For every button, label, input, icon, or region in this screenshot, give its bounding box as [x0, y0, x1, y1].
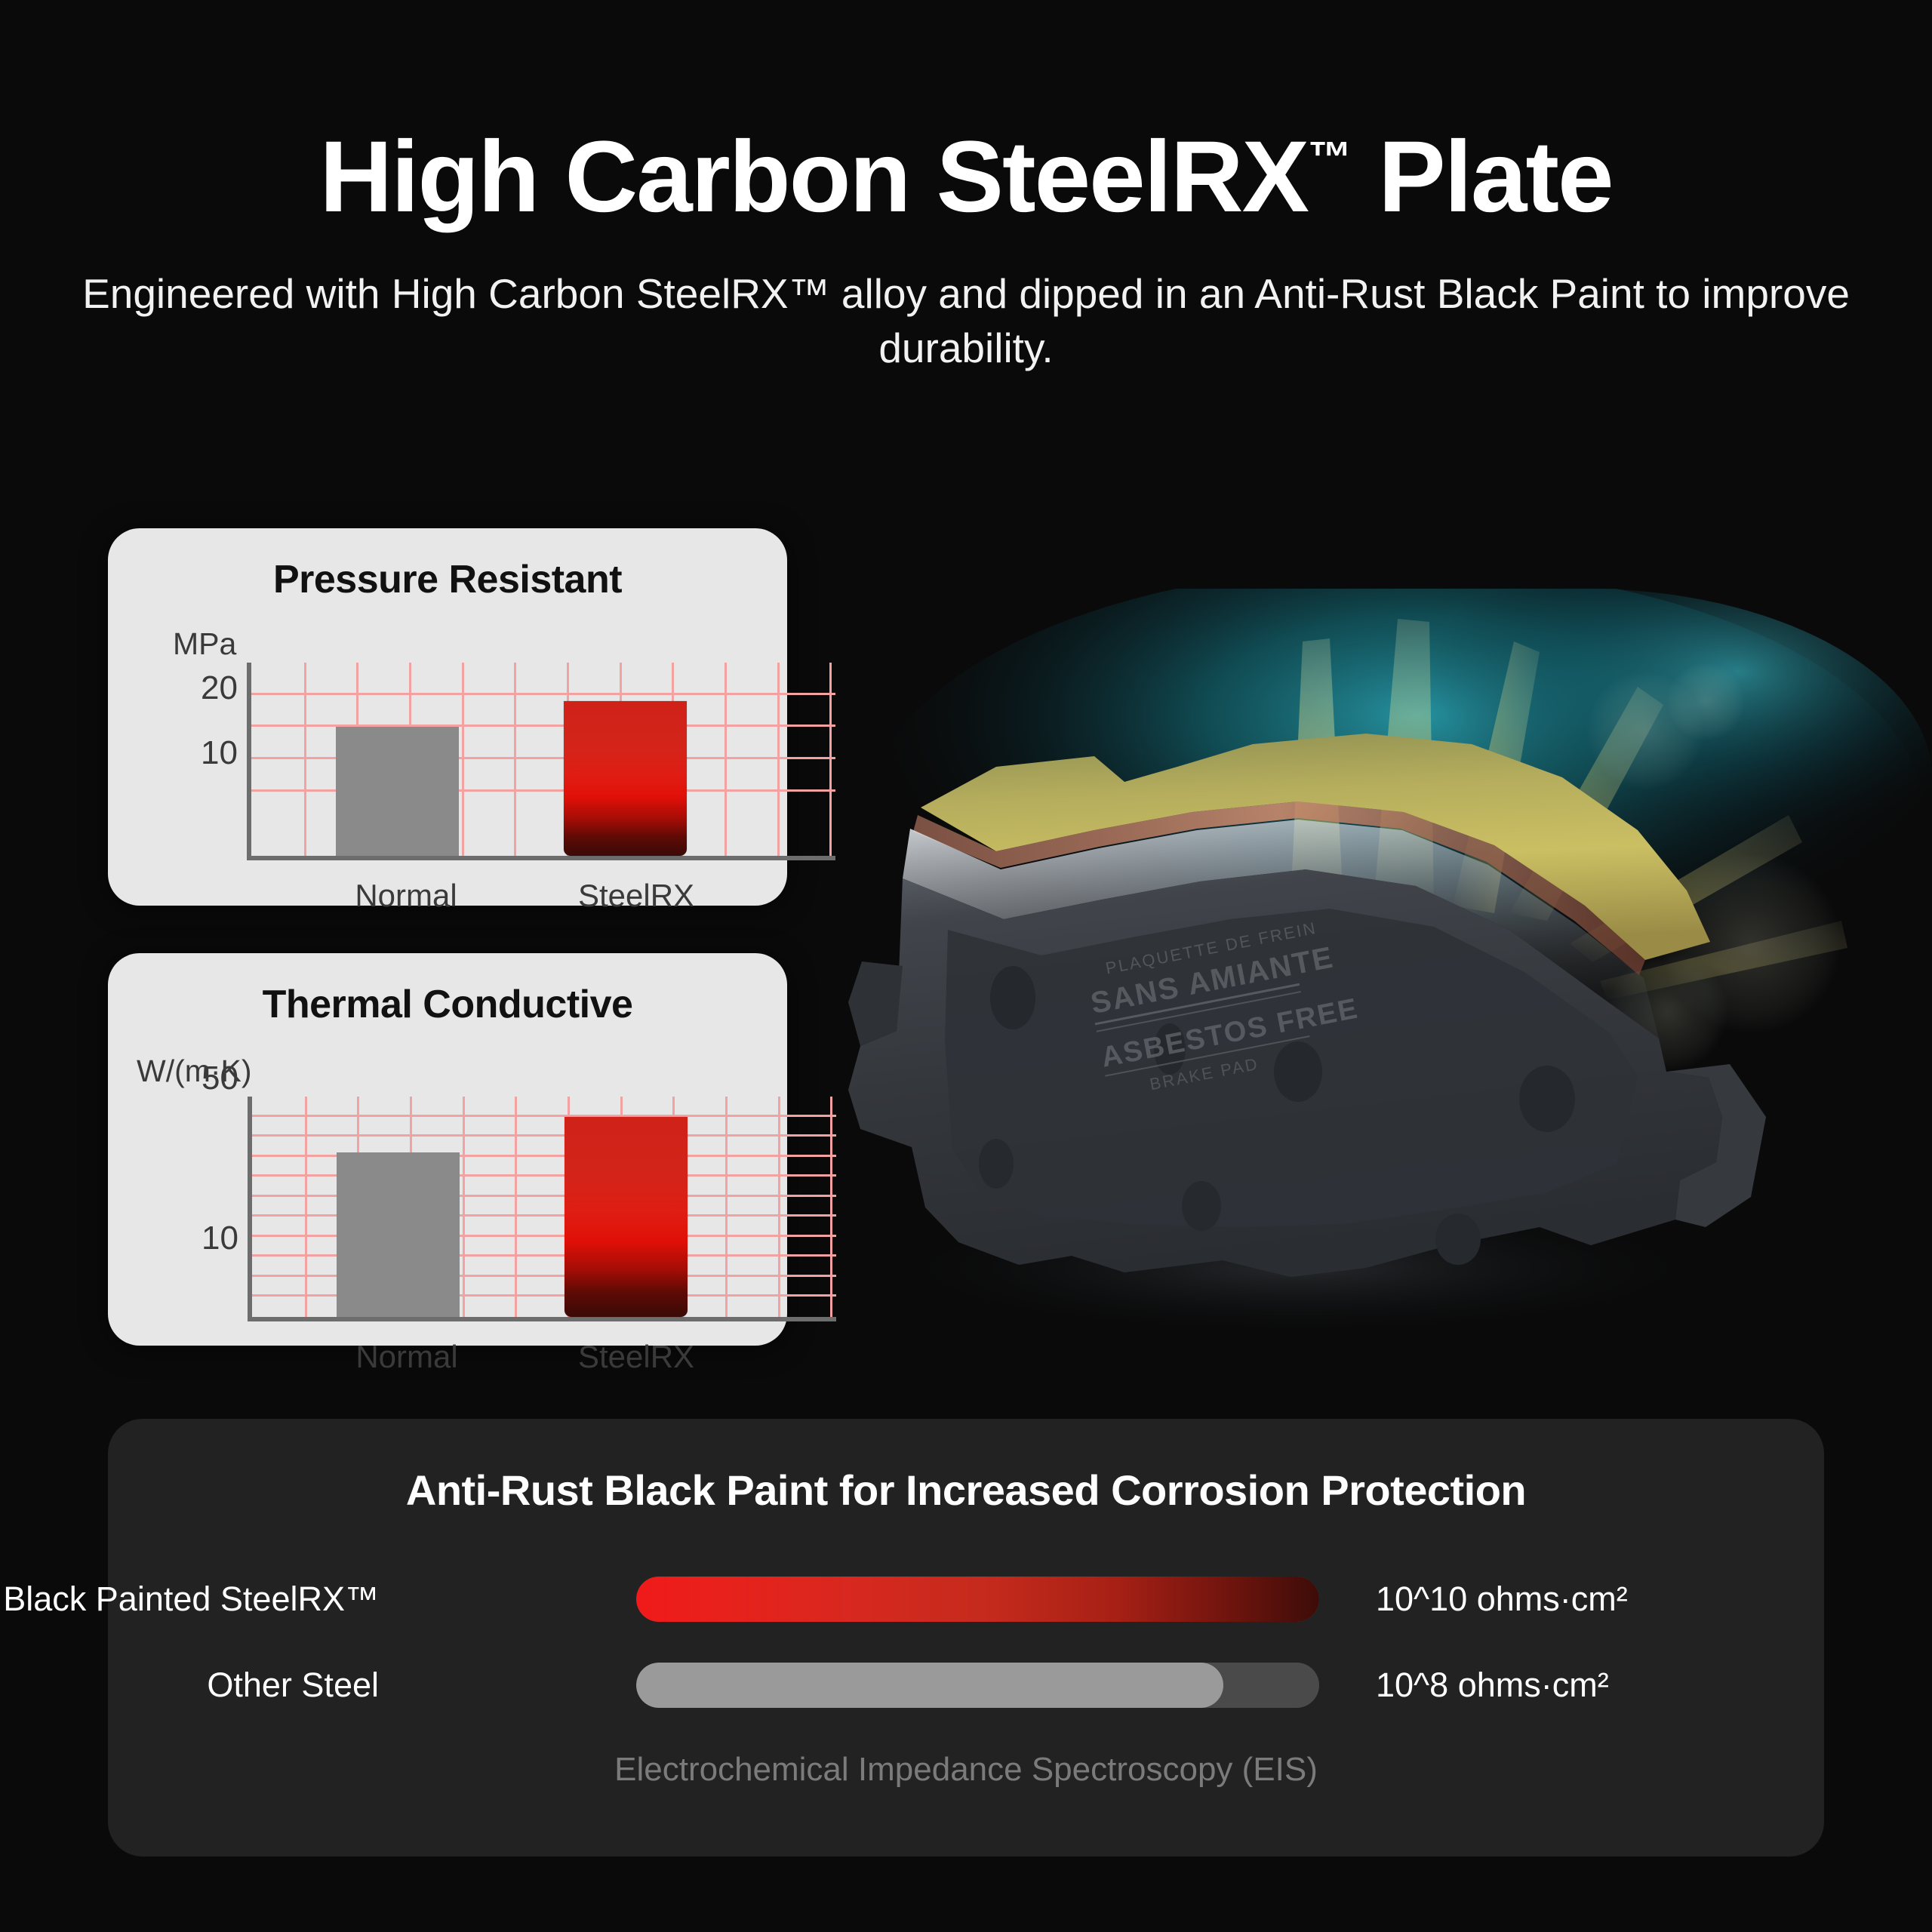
embossed-text: PLAQUETTE DE FREIN SANS AMIANTE ASBESTOS…: [1088, 918, 1361, 1094]
backing-plate-body: [848, 869, 1722, 1277]
plate-right-tab: [1666, 1064, 1766, 1227]
svg-text:ASBESTOS FREE: ASBESTOS FREE: [1099, 992, 1361, 1073]
chart-title: Thermal Conductive: [262, 983, 633, 1026]
page-title: High Carbon SteelRX™ Plate: [0, 127, 1932, 228]
product-shadow: [875, 1198, 1721, 1337]
bar-steelrx: [565, 1116, 688, 1317]
corrosion-row-value: 10^10 ohms·cm²: [1376, 1580, 1628, 1618]
y-axis-unit-label: W/(m·K): [137, 1054, 252, 1088]
mount-hole: [1435, 1214, 1481, 1265]
y-tick-label: 20: [201, 669, 238, 707]
corrosion-panel-title: Anti-Rust Black Paint for Increased Corr…: [405, 1466, 1527, 1514]
corrosion-protection-panel: Anti-Rust Black Paint for Increased Corr…: [3, 1419, 1824, 1857]
mount-hole: [990, 966, 1035, 1029]
y-tick-label: 10: [202, 1219, 238, 1257]
trademark-symbol: ™: [1308, 133, 1352, 182]
subtitle: Engineered with High Carbon SteelRX™ all…: [82, 270, 1850, 371]
bar-normal: [336, 727, 459, 856]
corrosion-bar-fill: [636, 1577, 1319, 1622]
mount-hole: [1274, 1041, 1322, 1102]
corrosion-row-label: Other Steel: [207, 1666, 379, 1704]
corrosion-footnote: Electrochemical Impedance Spectroscopy (…: [614, 1751, 1318, 1788]
bar-normal: [337, 1152, 460, 1317]
corrosion-row: Other Steel 10^8 ohms·cm²: [108, 1660, 1824, 1710]
corrosion-row: Black Painted SteelRX™ 10^10 ohms·cm²: [3, 1574, 1824, 1624]
header: High Carbon SteelRX™ Plate Engineered wi…: [0, 0, 1932, 375]
corrosion-row-label: Black Painted SteelRX™: [3, 1580, 379, 1618]
glow-backdrop: [868, 589, 1932, 1072]
mount-hole: [979, 1139, 1014, 1189]
corrosion-bar-fill: [636, 1663, 1224, 1708]
x-axis-label-steelrx: SteelRX: [577, 878, 695, 913]
y-axis-unit-label: MPa: [173, 626, 237, 661]
brake-pad-product-image: PLAQUETTE DE FREIN SANS AMIANTE ASBESTOS…: [770, 589, 1932, 1343]
chart-title: Pressure Resistant: [272, 558, 623, 601]
plot-area: 20 10: [201, 663, 835, 860]
bar-steelrx: [564, 701, 687, 856]
plate-inner-face: [945, 909, 1638, 1227]
steel-edge-band: [903, 820, 1659, 1038]
svg-text:BRAKE PAD: BRAKE PAD: [1148, 1054, 1260, 1094]
x-axis-label-normal: Normal: [355, 878, 457, 913]
plate-left-ear: [848, 961, 903, 1046]
x-axis-label-steelrx: SteelRX: [577, 1339, 695, 1374]
mount-hole: [1519, 1066, 1575, 1132]
chart-card-pressure-resistant: Pressure Resistant MPa 20 10 Normal Stee…: [108, 528, 835, 913]
svg-text:SANS AMIANTE: SANS AMIANTE: [1088, 940, 1337, 1020]
x-axis-label-normal: Normal: [355, 1339, 458, 1374]
page-title-main: High Carbon SteelRX: [319, 121, 1309, 233]
chart-card-thermal-conductive: Thermal Conductive W/(m·K) 50: [108, 953, 836, 1374]
friction-material-layer: [921, 734, 1710, 960]
page-title-tail: Plate: [1352, 121, 1614, 233]
mount-hole: [1182, 1181, 1221, 1231]
svg-text:PLAQUETTE DE FREIN: PLAQUETTE DE FREIN: [1104, 918, 1318, 978]
rim-highlight: [913, 801, 1645, 975]
y-tick-label: 10: [201, 734, 238, 771]
plot-area: 50 10: [202, 1060, 836, 1321]
corrosion-bar-track: [636, 1663, 1319, 1708]
corrosion-row-value: 10^8 ohms·cm²: [1376, 1666, 1609, 1704]
y-tick-label: 50: [202, 1059, 238, 1097]
corrosion-bar-track: [636, 1577, 1319, 1622]
mount-hole: [1154, 1023, 1186, 1075]
